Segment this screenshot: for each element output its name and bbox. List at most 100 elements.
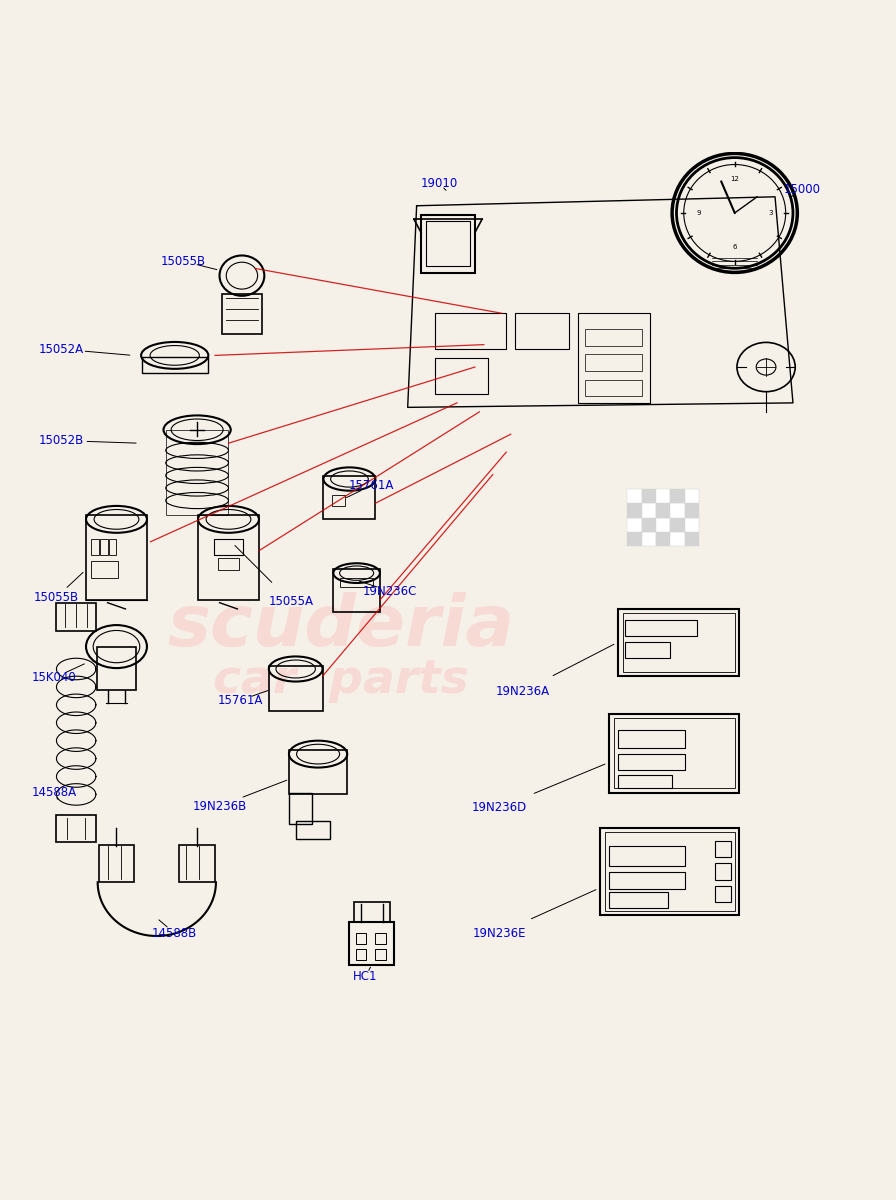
Bar xyxy=(99,845,134,882)
Bar xyxy=(670,532,685,546)
Text: 15761A: 15761A xyxy=(349,479,394,492)
Text: 15052A: 15052A xyxy=(39,343,83,355)
Bar xyxy=(91,562,118,577)
Text: 19N236A: 19N236A xyxy=(495,685,549,698)
Bar xyxy=(585,379,642,396)
Text: 19010: 19010 xyxy=(420,176,458,190)
Bar xyxy=(349,922,394,965)
Text: 3: 3 xyxy=(768,210,773,216)
Text: 6: 6 xyxy=(732,244,737,250)
Bar xyxy=(375,934,386,944)
Bar xyxy=(627,503,642,517)
Bar xyxy=(421,215,475,272)
Bar xyxy=(685,488,699,503)
Text: 19N236D: 19N236D xyxy=(471,802,527,815)
Bar xyxy=(614,719,735,788)
Bar xyxy=(609,872,685,888)
Bar xyxy=(618,775,672,788)
Text: 15052B: 15052B xyxy=(39,434,83,448)
Bar xyxy=(627,532,642,546)
Bar xyxy=(618,730,685,748)
Bar xyxy=(715,841,731,857)
Bar xyxy=(670,488,685,503)
Bar xyxy=(375,949,386,960)
Bar xyxy=(578,313,650,403)
Bar xyxy=(685,517,699,532)
Bar xyxy=(609,846,685,866)
Bar xyxy=(56,815,96,842)
Text: 19N236E: 19N236E xyxy=(472,926,526,940)
Bar xyxy=(625,619,697,636)
Bar xyxy=(670,503,685,517)
Bar xyxy=(354,902,390,922)
Bar xyxy=(600,828,739,916)
Bar xyxy=(585,330,642,346)
Bar xyxy=(609,892,668,908)
Text: 15761A: 15761A xyxy=(218,694,263,707)
Bar xyxy=(435,313,506,349)
Bar xyxy=(685,532,699,546)
Bar xyxy=(609,714,739,793)
Bar xyxy=(214,539,243,556)
Bar xyxy=(642,503,656,517)
Text: 19N236C: 19N236C xyxy=(363,584,417,598)
Bar xyxy=(166,430,228,515)
Text: 14588A: 14588A xyxy=(31,786,76,799)
Bar xyxy=(605,832,735,911)
Bar xyxy=(142,358,208,373)
Bar xyxy=(198,515,259,600)
Bar xyxy=(435,358,488,394)
Bar xyxy=(289,750,347,794)
Bar xyxy=(618,608,739,676)
Text: HC1: HC1 xyxy=(353,970,378,983)
Bar xyxy=(340,578,373,588)
Bar xyxy=(323,476,375,520)
Bar xyxy=(289,793,312,824)
Bar xyxy=(56,602,96,631)
Text: 14588B: 14588B xyxy=(152,926,197,940)
Bar xyxy=(627,517,642,532)
Bar xyxy=(109,539,116,556)
Bar xyxy=(627,488,642,503)
Text: 12: 12 xyxy=(730,176,739,182)
Text: 15000: 15000 xyxy=(783,184,821,196)
Bar xyxy=(97,647,136,690)
Text: 19N236B: 19N236B xyxy=(193,799,246,812)
Bar xyxy=(100,539,108,556)
Bar xyxy=(618,754,685,770)
Bar xyxy=(585,354,642,371)
Text: 15055B: 15055B xyxy=(161,254,206,268)
Bar xyxy=(269,666,323,712)
Bar xyxy=(642,532,656,546)
Bar xyxy=(642,488,656,503)
Text: 15055B: 15055B xyxy=(34,590,79,604)
Bar xyxy=(91,539,99,556)
Bar xyxy=(685,503,699,517)
Text: scuderia: scuderia xyxy=(167,593,514,661)
Bar xyxy=(218,558,239,570)
Bar xyxy=(656,517,670,532)
Bar xyxy=(656,488,670,503)
Bar xyxy=(515,313,569,349)
Bar xyxy=(179,845,215,882)
Bar xyxy=(656,503,670,517)
Bar xyxy=(715,886,731,902)
Bar xyxy=(670,517,685,532)
Bar xyxy=(333,569,380,612)
Bar xyxy=(296,821,330,839)
Bar xyxy=(222,294,262,334)
Text: 15K040: 15K040 xyxy=(31,672,76,684)
Text: 15055A: 15055A xyxy=(269,595,314,608)
Text: 9: 9 xyxy=(696,210,702,216)
Bar xyxy=(656,532,670,546)
Bar xyxy=(356,934,366,944)
Bar xyxy=(426,221,470,265)
Bar xyxy=(623,613,735,672)
Bar xyxy=(642,517,656,532)
Bar xyxy=(332,496,345,506)
Bar xyxy=(625,642,670,659)
Bar xyxy=(715,864,731,880)
Bar xyxy=(86,515,147,600)
Bar xyxy=(356,949,366,960)
Text: car  parts: car parts xyxy=(212,658,469,703)
